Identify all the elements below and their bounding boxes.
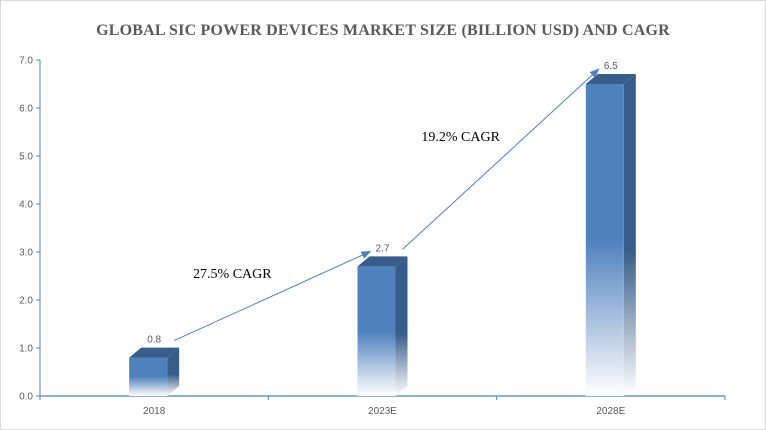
y-tick-label: 0.0 [19,392,33,403]
bar-side [167,347,180,396]
chart-title: GLOBAL SIC POWER DEVICES MARKET SIZE (BI… [96,22,670,39]
y-tick-label: 4.0 [19,200,33,211]
cagr-label: 19.2% CAGR [421,130,500,145]
y-tick-label: 7.0 [19,56,33,67]
data-label: 0.8 [147,335,161,346]
bar-side [395,256,408,396]
bar-top [357,256,408,267]
data-label: 2.7 [376,243,390,254]
data-label: 6.5 [604,61,618,72]
cagr-label: 27.5% CAGR [193,267,272,282]
x-tick-label: 2018 [143,406,166,417]
y-tick-label: 5.0 [19,152,33,163]
cagr-arrow [173,250,372,342]
bar [585,84,624,396]
x-tick-label: 2023E [368,406,397,417]
cagr-arrow [402,68,600,250]
y-tick-label: 6.0 [19,104,33,115]
y-tick-label: 2.0 [19,296,33,307]
bar-side [623,74,636,396]
bar [357,266,396,396]
bar-top [129,347,180,358]
y-tick-label: 1.0 [19,344,33,355]
bar [129,357,168,396]
x-tick-label: 2028E [596,406,625,417]
y-tick-label: 3.0 [19,248,33,259]
